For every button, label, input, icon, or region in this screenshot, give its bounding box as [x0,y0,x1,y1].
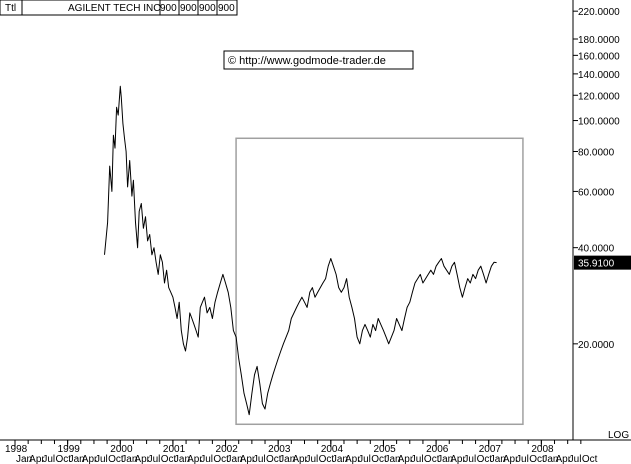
x-month-label: Apr [29,454,45,464]
x-month-label: Jan [227,454,243,464]
highlight-box-layer [235,137,524,426]
x-month-label: Oct [319,454,335,464]
x-month-label: Jan [16,454,32,464]
x-year-label: 2007 [479,444,502,455]
y-tick-label: 180.0000 [578,35,620,46]
x-month-label: Oct [213,454,229,464]
y-axis-ticks: 220.0000 180.0000 160.0000 140.0000 120.0000… [573,7,620,351]
x-month-label: Oct [55,454,71,464]
x-year-label: 2008 [531,444,554,455]
x-month-label: Jan [69,454,85,464]
x-month-label: Jan [332,454,348,464]
y-tick-label: 220.0000 [578,7,620,18]
y-tick-label: 20.0000 [578,340,615,351]
x-year-label: 2003 [268,444,291,455]
y-tick-label: 120.0000 [578,91,620,102]
header-name: AGILENT TECH INC [68,3,160,14]
x-month-label: Apr [187,454,203,464]
x-month-label: Apr [240,454,256,464]
highlight-box [235,137,524,426]
x-month-label: Apr [82,454,98,464]
x-month-label: Jul [306,454,319,464]
y-tick-label: 140.0000 [578,70,620,81]
header-field: 900 [180,3,197,14]
y-tick-label: 80.0000 [578,148,615,159]
x-month-label: Oct [477,454,493,464]
price-series-line [104,85,497,416]
header-frame [0,0,238,16]
x-month-label: Jul [42,454,55,464]
chart-header: Ttl AGILENT TECH INC 900 900 900 900 [0,0,238,16]
last-price-layer: 35.9100 [574,255,631,270]
x-month-label: Apr [134,454,150,464]
x-axis-ticks: 1998 1999 2000 2001 2002 2003 2004 2005 2006 2007… [5,440,598,464]
x-month-label: Oct [424,454,440,464]
x-month-label: Oct [108,454,124,464]
x-year-label: 2001 [163,444,186,455]
x-year-label: 2002 [216,444,239,455]
x-month-label: Oct [529,454,545,464]
x-month-label: Jan [437,454,453,464]
header-field: 900 [160,3,177,14]
log-scale-label: LOG [608,430,629,441]
x-year-label: 2004 [321,444,344,455]
y-tick-label: 60.0000 [578,187,615,198]
x-month-label: Jul [358,454,371,464]
x-month-label: Jan [384,454,400,464]
x-month-label: Jul [95,454,108,464]
x-year-label: 2006 [426,444,449,455]
copyright-box: © http://www.godmode-trader.de [223,50,414,70]
x-month-label: Oct [161,454,177,464]
x-month-label: Jul [200,454,213,464]
header-field: 900 [199,3,216,14]
header-ticker: Ttl [5,3,16,14]
series-layer [104,85,497,416]
x-month-label: Jul [253,454,266,464]
x-month-label: Jul [411,454,424,464]
last-price-label: 35.9100 [578,259,615,270]
copyright-text: © http://www.godmode-trader.de [228,55,386,67]
x-month-label: Apr [503,454,519,464]
x-month-label: Oct [266,454,282,464]
x-month-label: Jan [279,454,295,464]
x-month-label: Apr [450,454,466,464]
last-price-badge [574,255,631,270]
x-year-label: 2005 [373,444,396,455]
x-month-label: Apr [556,454,572,464]
x-month-label: Jul [463,454,476,464]
x-year-label: 1998 [5,444,28,455]
copyright-frame [223,50,414,70]
x-month-label: Jan [174,454,190,464]
x-month-label: Jan [542,454,558,464]
y-tick-label: 160.0000 [578,51,620,62]
x-month-label: Apr [345,454,361,464]
x-month-label: Apr [292,454,308,464]
x-year-label: 1999 [58,444,81,455]
x-month-label: Oct [371,454,387,464]
x-year-label: 2000 [110,444,133,455]
x-month-label: Jul [516,454,529,464]
x-month-label: Oct [582,454,598,464]
x-month-label: Jul [569,454,582,464]
x-month-label: Jan [121,454,137,464]
x-month-label: Apr [398,454,414,464]
x-month-label: Jan [490,454,506,464]
y-tick-label: 100.0000 [578,117,620,128]
x-month-label: Jul [148,454,161,464]
y-tick-label: 40.0000 [578,244,615,255]
header-field: 900 [218,3,235,14]
